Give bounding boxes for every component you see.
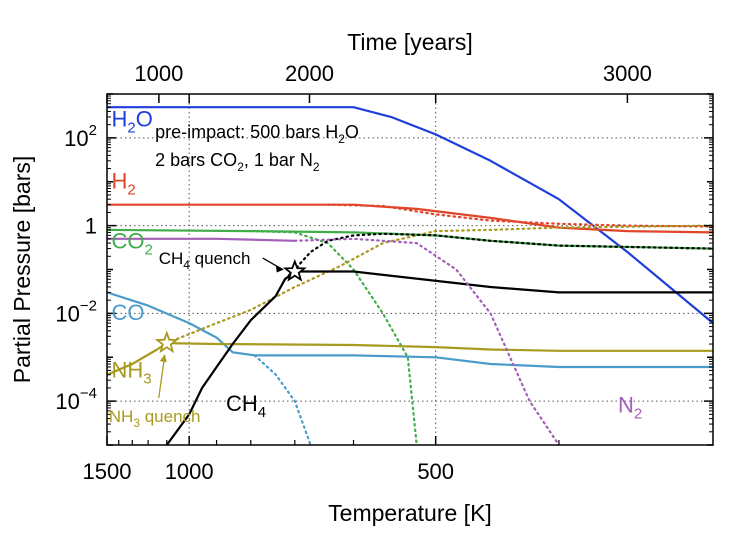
series-h2-dotted bbox=[326, 203, 713, 228]
series-label-co2-sub: 2 bbox=[145, 242, 153, 259]
series-label-h2-text: H bbox=[112, 169, 128, 194]
series-h2o-line bbox=[107, 106, 713, 324]
x-tick-label: 1000 bbox=[165, 459, 214, 484]
top-tick-label: 2000 bbox=[285, 61, 334, 86]
quench-label-nh3: NH3 quench bbox=[109, 407, 201, 430]
axis-ticks bbox=[106, 93, 713, 446]
annotation-line-2-a: 2 bars CO bbox=[155, 150, 237, 170]
quench-label-ch4: CH4 quench bbox=[159, 249, 251, 272]
annotation-line-1-sub: 2 bbox=[338, 132, 345, 146]
x-axis-title: Temperature [K] bbox=[328, 500, 492, 526]
quench-star-nh3 bbox=[154, 330, 179, 354]
series-label-co2-text: CO bbox=[112, 229, 145, 254]
y-tick-label-base: 1 bbox=[85, 214, 97, 239]
series-label-h2o-sub: 2 bbox=[127, 120, 135, 137]
annotation-line-2: 2 bars CO2, 1 bar N2 bbox=[155, 150, 320, 174]
annotation-line-2-sub2: 2 bbox=[313, 160, 320, 174]
y-tick-label-base: 10 bbox=[55, 389, 79, 414]
series-label-h2o: H2O bbox=[112, 107, 153, 137]
series-label-h2-sub: 2 bbox=[127, 182, 135, 199]
series-label-n2-sub: 2 bbox=[634, 406, 642, 423]
series-n2-line bbox=[107, 237, 295, 242]
quench-label-ch4-text: CH bbox=[159, 249, 184, 268]
quench-label-nh3-after: quench bbox=[140, 407, 201, 426]
series-h2-line bbox=[107, 203, 713, 234]
y-tick-label-base: 10 bbox=[55, 301, 79, 326]
y-tick-label-base: 10 bbox=[64, 126, 88, 151]
series-label-co: CO bbox=[112, 300, 145, 325]
series-label-ch4-text: CH bbox=[226, 391, 258, 416]
annotation-line-1: pre-impact: 500 bars H2O bbox=[155, 122, 359, 146]
quench-label-nh3-sub: 3 bbox=[133, 416, 140, 430]
annotation-line-1-b: O bbox=[345, 122, 359, 142]
y-tick-label-exp: −2 bbox=[80, 297, 97, 314]
series-nh3-dotted bbox=[165, 224, 713, 345]
series-ch4-line bbox=[165, 270, 713, 445]
y-tick-label: 102 bbox=[64, 122, 97, 151]
series-label-ch4-sub: 4 bbox=[258, 404, 266, 421]
quench-label-nh3-text: NH bbox=[109, 407, 134, 426]
series-label-h2o-text: H bbox=[112, 107, 128, 132]
y-tick-label-exp: −4 bbox=[80, 385, 97, 402]
top-tick-label: 1000 bbox=[134, 61, 183, 86]
y-tick-label: 1 bbox=[85, 214, 97, 239]
quench-arrow-nh3 bbox=[158, 355, 166, 399]
series-label-n2: N2 bbox=[618, 393, 642, 423]
series-label-n2-text: N bbox=[618, 393, 634, 418]
series-label-h2o-after: O bbox=[136, 107, 153, 132]
y-tick-label: 10−2 bbox=[55, 297, 97, 326]
series-label-co-text: CO bbox=[112, 300, 145, 325]
series-ch4-dotted bbox=[283, 232, 713, 281]
quench-arrowhead-ch4 bbox=[275, 265, 284, 273]
annotation-line-2-b: , 1 bar N bbox=[244, 150, 313, 170]
series-label-ch4: CH4 bbox=[226, 391, 266, 421]
series-co-dotted bbox=[253, 354, 312, 445]
y-axis-title: Partial Pressure [bars] bbox=[9, 156, 35, 384]
quench-label-ch4-after: quench bbox=[190, 249, 251, 268]
annotation-line-1-a: pre-impact: 500 bars H bbox=[155, 122, 338, 142]
series-co2-dotted bbox=[249, 230, 418, 445]
series-label-nh3-sub: 3 bbox=[143, 370, 151, 387]
x-tick-label: 1500 bbox=[83, 459, 132, 484]
series-label-h2: H2 bbox=[112, 169, 136, 199]
annotation-line-2-sub: 2 bbox=[237, 160, 244, 174]
x-tick-label: 500 bbox=[417, 459, 454, 484]
y-tick-label-exp: 2 bbox=[89, 122, 97, 139]
top-axis-title: Time [years] bbox=[347, 29, 473, 55]
series-n2-dotted bbox=[293, 237, 560, 445]
top-tick-label: 3000 bbox=[603, 61, 652, 86]
quench-star-ch4 bbox=[282, 258, 307, 282]
quench-label-ch4-sub: 4 bbox=[183, 258, 190, 272]
series-label-nh3-text: NH bbox=[112, 357, 144, 382]
series-nh3-line bbox=[107, 342, 713, 376]
series-label-nh3: NH3 bbox=[112, 357, 152, 387]
quench-arrowhead-nh3 bbox=[159, 354, 167, 363]
y-tick-label: 10−4 bbox=[55, 385, 97, 414]
series-layer bbox=[107, 106, 713, 445]
series-label-co2: CO2 bbox=[112, 229, 153, 259]
